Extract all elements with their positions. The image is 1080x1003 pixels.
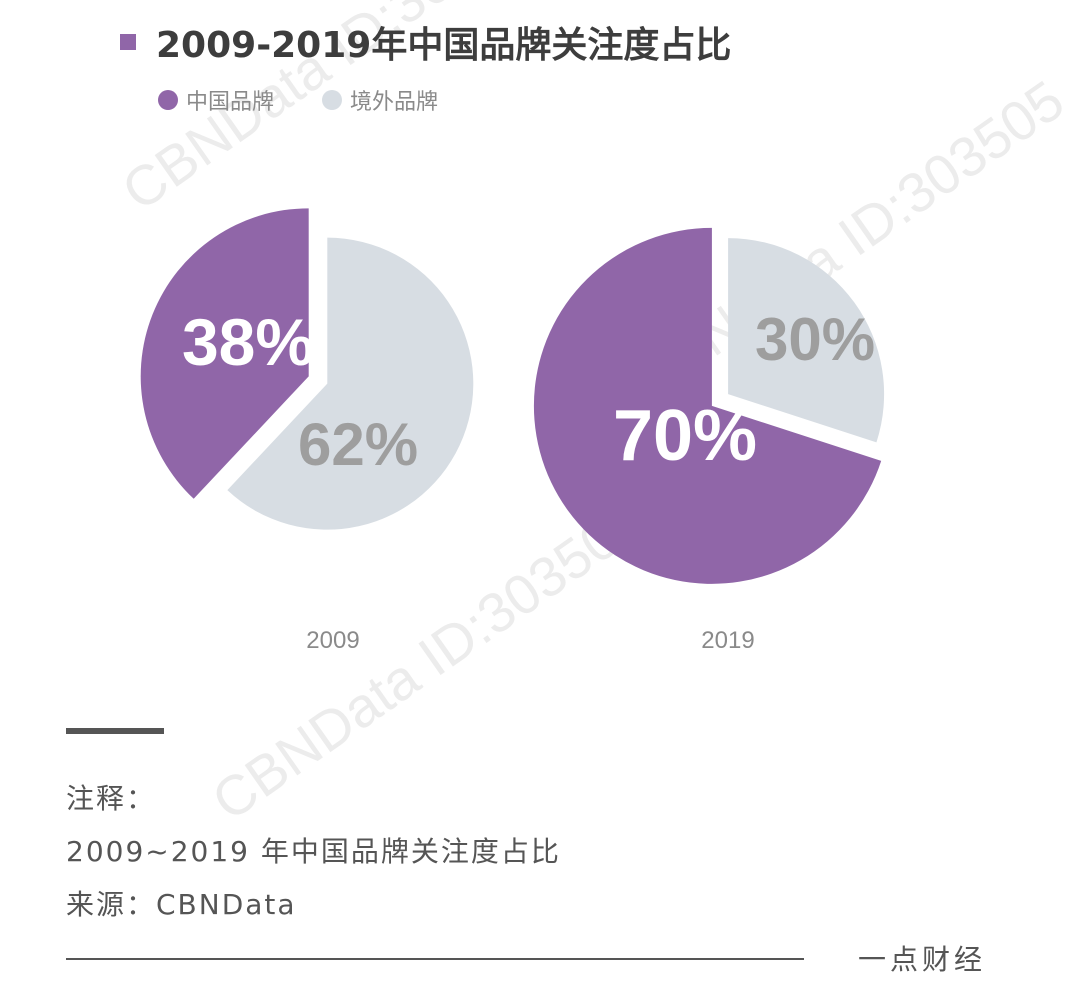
legend: 中国品牌 境外品牌	[158, 84, 486, 116]
pie-charts: 38% 62% 2009 70% 30% 2019	[140, 208, 885, 654]
legend-label-foreign: 境外品牌	[350, 90, 439, 115]
notes-line-1: 2009~2019 年中国品牌关注度占比	[66, 835, 561, 868]
data-label-foreign: 30%	[755, 306, 875, 373]
pie-slice-foreign	[728, 238, 885, 443]
legend-item-foreign: 境外品牌	[322, 84, 438, 116]
pie-chart-2009: 38% 62% 2009	[140, 208, 474, 654]
pie-year-label: 2019	[701, 627, 754, 654]
pie-chart-2019: 70% 30% 2019	[533, 227, 885, 654]
chart-title: 2009-2019年中国品牌关注度占比	[120, 18, 731, 66]
data-label-china: 70%	[613, 396, 757, 476]
chart-title-text: 2009-2019年中国品牌关注度占比	[156, 25, 732, 66]
pie-year-label: 2009	[306, 627, 359, 654]
pie-slice-foreign	[227, 237, 474, 530]
legend-swatch-china	[158, 90, 178, 110]
notes-heading: 注释：	[66, 782, 157, 815]
legend-item-china: 中国品牌	[158, 84, 274, 116]
legend-swatch-foreign	[322, 90, 343, 110]
data-label-china: 38%	[182, 305, 314, 379]
legend-label-china: 中国品牌	[186, 90, 275, 115]
notes-divider	[66, 728, 164, 734]
brand-name: 一点财经	[858, 943, 987, 976]
pie-slice-china	[533, 227, 882, 584]
footer-divider	[66, 958, 804, 960]
notes-line-2: 来源：CBNData	[66, 888, 297, 921]
data-label-foreign: 62%	[298, 411, 418, 478]
notes: 注释： 2009~2019 年中国品牌关注度占比 来源：CBNData	[66, 772, 561, 931]
pie-slice-china	[140, 208, 309, 499]
title-square-icon	[120, 34, 136, 50]
